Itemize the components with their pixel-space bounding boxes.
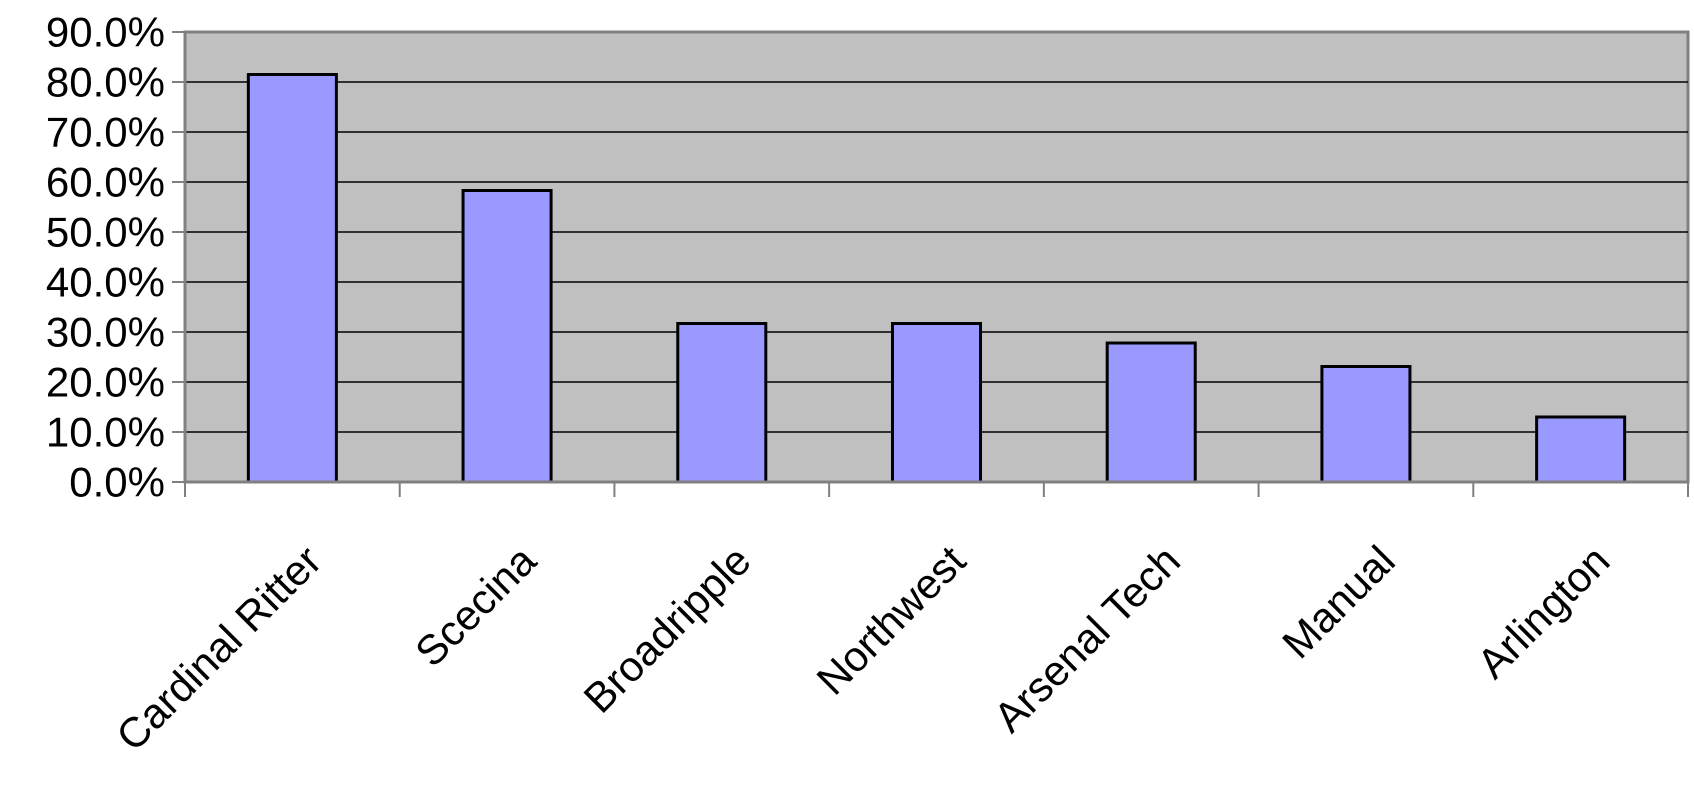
gridlines xyxy=(185,81,1688,433)
x-category-label: Arsenal Tech xyxy=(985,537,1189,741)
x-category-label: Manual xyxy=(1273,537,1404,668)
y-tick-label: 50.0% xyxy=(46,209,165,256)
x-category-label: Arlington xyxy=(1468,537,1618,687)
axes xyxy=(172,31,1689,497)
x-category-label: Cardinal Ritter xyxy=(107,537,330,760)
bars xyxy=(246,73,1627,484)
x-category-label: Broadripple xyxy=(575,537,760,722)
y-tick-label: 40.0% xyxy=(46,259,165,306)
y-tick-label: 80.0% xyxy=(46,59,165,106)
y-tick-label: 70.0% xyxy=(46,109,165,156)
x-axis-category-labels: Cardinal Ritter Scecina Broadripple Northwe… xyxy=(107,536,1618,760)
x-category-label: Scecina xyxy=(406,536,545,675)
y-tick-label: 20.0% xyxy=(46,359,165,406)
bar-northwest xyxy=(890,322,983,484)
bar-scecina xyxy=(461,189,553,484)
y-tick-label: 0.0% xyxy=(69,459,165,506)
bar-broadripple xyxy=(676,322,768,484)
y-tick-label: 60.0% xyxy=(46,159,165,206)
bar-arlington xyxy=(1535,415,1627,484)
y-tick-label: 10.0% xyxy=(46,409,165,456)
bar-arsenal-tech xyxy=(1105,341,1197,484)
bar-cardinal-ritter xyxy=(246,73,338,484)
x-category-label: Northwest xyxy=(807,536,974,703)
y-axis-tick-labels: 0.0%10.0%20.0%30.0%40.0%50.0%60.0%70.0%8… xyxy=(46,9,165,506)
y-tick-label: 90.0% xyxy=(46,9,165,56)
bar-manual xyxy=(1320,365,1412,484)
y-tick-label: 30.0% xyxy=(46,309,165,356)
